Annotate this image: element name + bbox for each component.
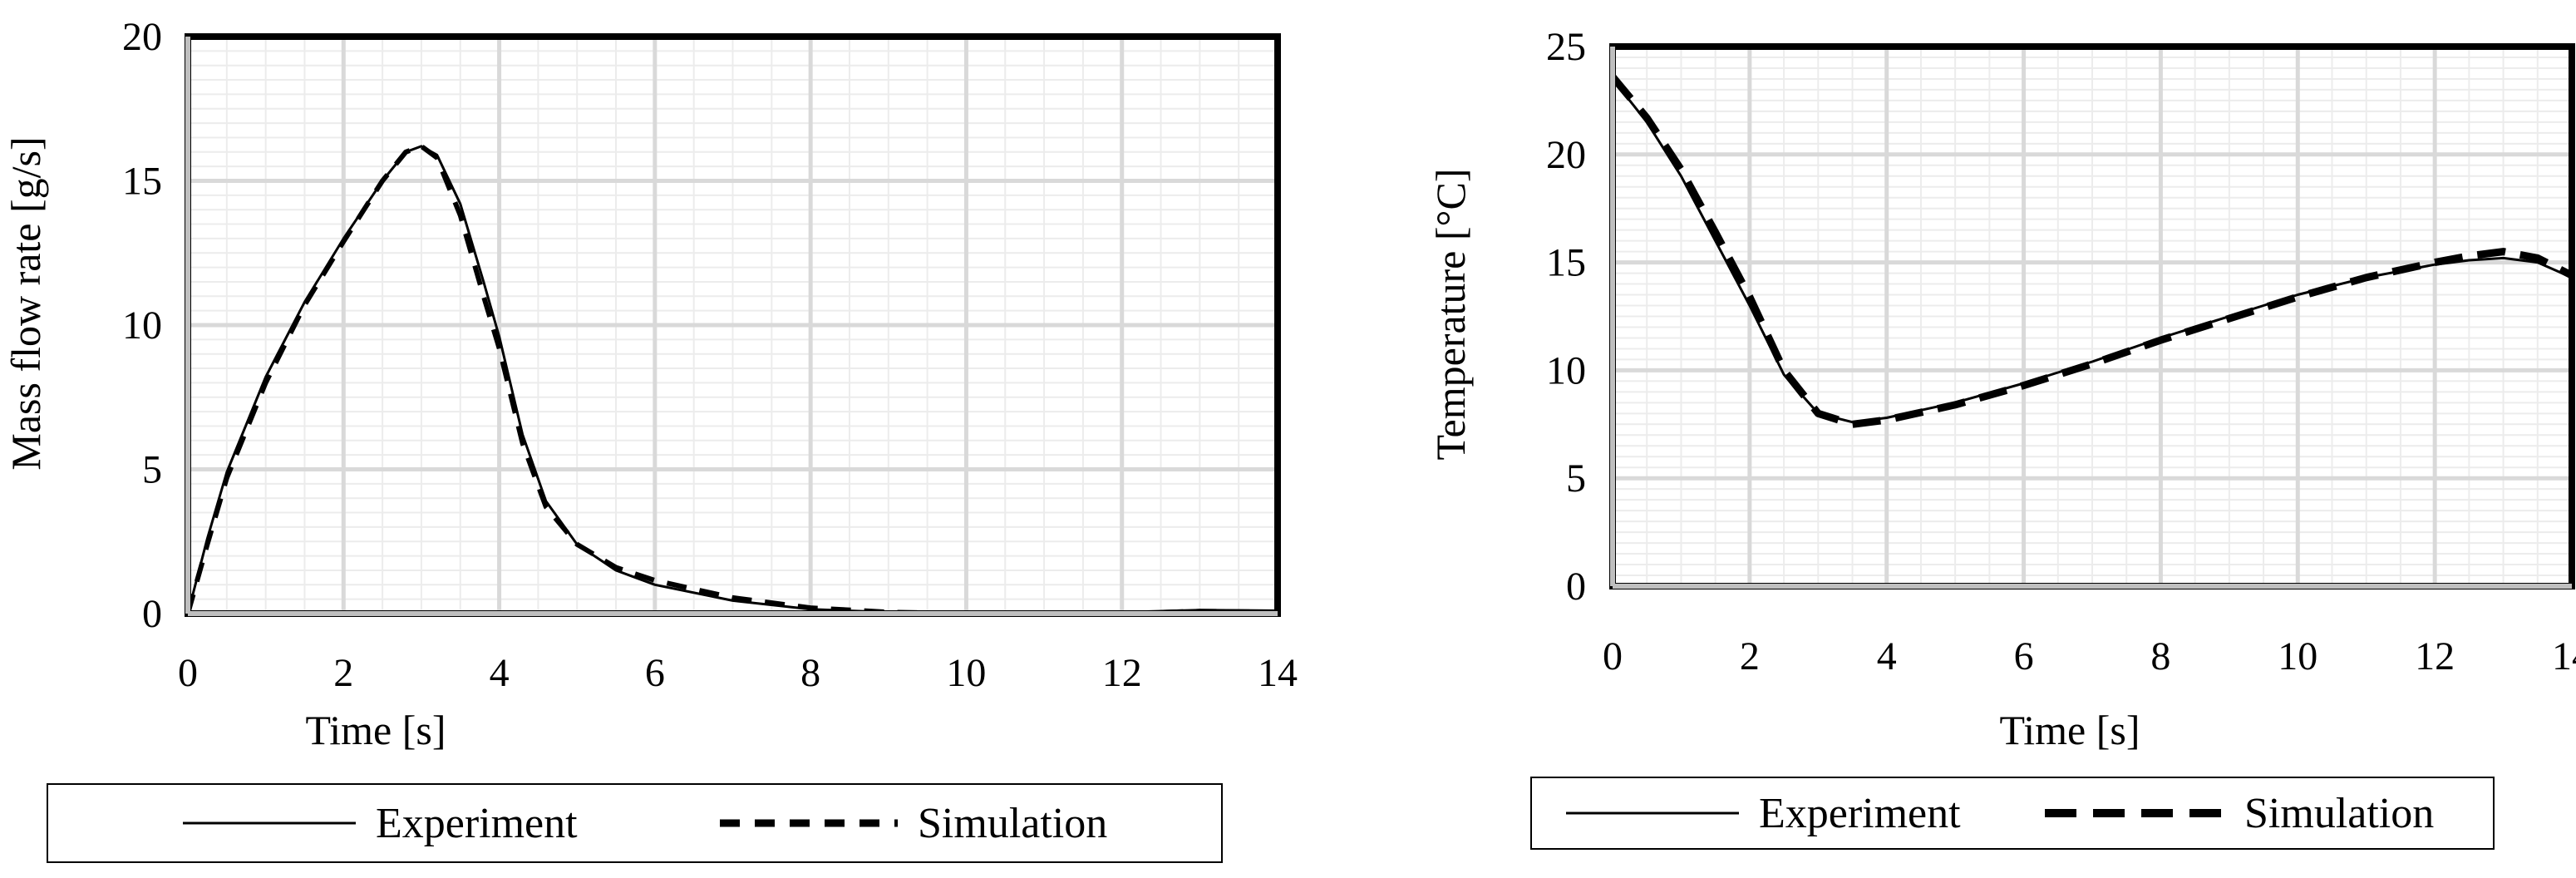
temperature-x-tick-label: 6 xyxy=(2014,634,2034,678)
temperature-x-tick-label: 14 xyxy=(2552,634,2576,678)
temperature-x-tick-label: 8 xyxy=(2150,634,2170,678)
temperature-chart: 0 2 4 6 8 10 12 14 0 5 10 15 20 25 Time [s] Temperatu… xyxy=(1427,25,2576,850)
temperature-y-tick-label: 20 xyxy=(1546,133,1586,177)
mass-flow-x-tick-label: 0 xyxy=(178,651,198,695)
mass-flow-series-simulation xyxy=(185,143,1278,616)
temperature-legend: Experiment Simulation xyxy=(1530,777,2495,850)
mass-flow-x-tick-label: 14 xyxy=(1258,651,1298,695)
temperature-y-tick-label: 0 xyxy=(1566,565,1586,609)
mass-flow-y-tick-label: 15 xyxy=(122,160,162,204)
mass-flow-x-tick-label: 10 xyxy=(946,651,986,695)
mass-flow-grid xyxy=(185,34,1280,616)
temperature-series xyxy=(1609,74,2574,428)
mass-flow-tick-labels: 0 2 4 6 8 10 12 14 0 5 10 15 20 xyxy=(122,15,1298,695)
mass-flow-x-tick-label: 6 xyxy=(645,651,665,695)
mass-flow-y-tick-label: 0 xyxy=(142,592,162,636)
mass-flow-legend: Experiment Simulation xyxy=(47,783,1223,863)
mass-flow-x-tick-label: 2 xyxy=(333,651,353,695)
mass-flow-chart: 0 2 4 6 8 10 12 14 0 5 10 15 20 Time [s] Mass flow r… xyxy=(2,15,1298,863)
mass-flow-y-axis-title: Mass flow rate [g/s] xyxy=(2,136,49,470)
temperature-x-tick-label: 10 xyxy=(2278,634,2317,678)
temperature-x-tick-label: 4 xyxy=(1877,634,1897,678)
mass-flow-y-tick-label: 10 xyxy=(122,303,162,348)
temperature-y-tick-label: 10 xyxy=(1546,348,1586,392)
mass-flow-x-tick-label: 12 xyxy=(1102,651,1142,695)
mass-flow-x-axis-title: Time [s] xyxy=(305,707,446,753)
temperature-y-tick-label: 5 xyxy=(1566,456,1586,501)
mass-flow-legend-simulation-label: Simulation xyxy=(918,800,1107,847)
temperature-series-simulation xyxy=(1609,74,2574,428)
temperature-x-tick-label: 12 xyxy=(2415,634,2455,678)
temperature-legend-simulation-label: Simulation xyxy=(2244,790,2434,837)
mass-flow-y-tick-label: 20 xyxy=(122,15,162,59)
temperature-y-axis-title: Temperature [°C] xyxy=(1427,168,1474,460)
temperature-tick-labels: 0 2 4 6 8 10 12 14 0 5 10 15 20 25 xyxy=(1546,25,2576,678)
temperature-x-tick-label: 2 xyxy=(1740,634,1760,678)
temperature-legend-experiment-label: Experiment xyxy=(1759,790,1961,837)
temperature-y-tick-label: 25 xyxy=(1546,25,1586,69)
mass-flow-x-tick-label: 4 xyxy=(490,651,510,695)
mass-flow-x-tick-label: 8 xyxy=(800,651,820,695)
temperature-x-axis-title: Time [s] xyxy=(1999,707,2140,753)
temperature-y-tick-label: 15 xyxy=(1546,241,1586,285)
mass-flow-legend-experiment-label: Experiment xyxy=(376,800,578,847)
temperature-x-tick-label: 0 xyxy=(1603,634,1623,678)
mass-flow-y-tick-label: 5 xyxy=(142,448,162,492)
